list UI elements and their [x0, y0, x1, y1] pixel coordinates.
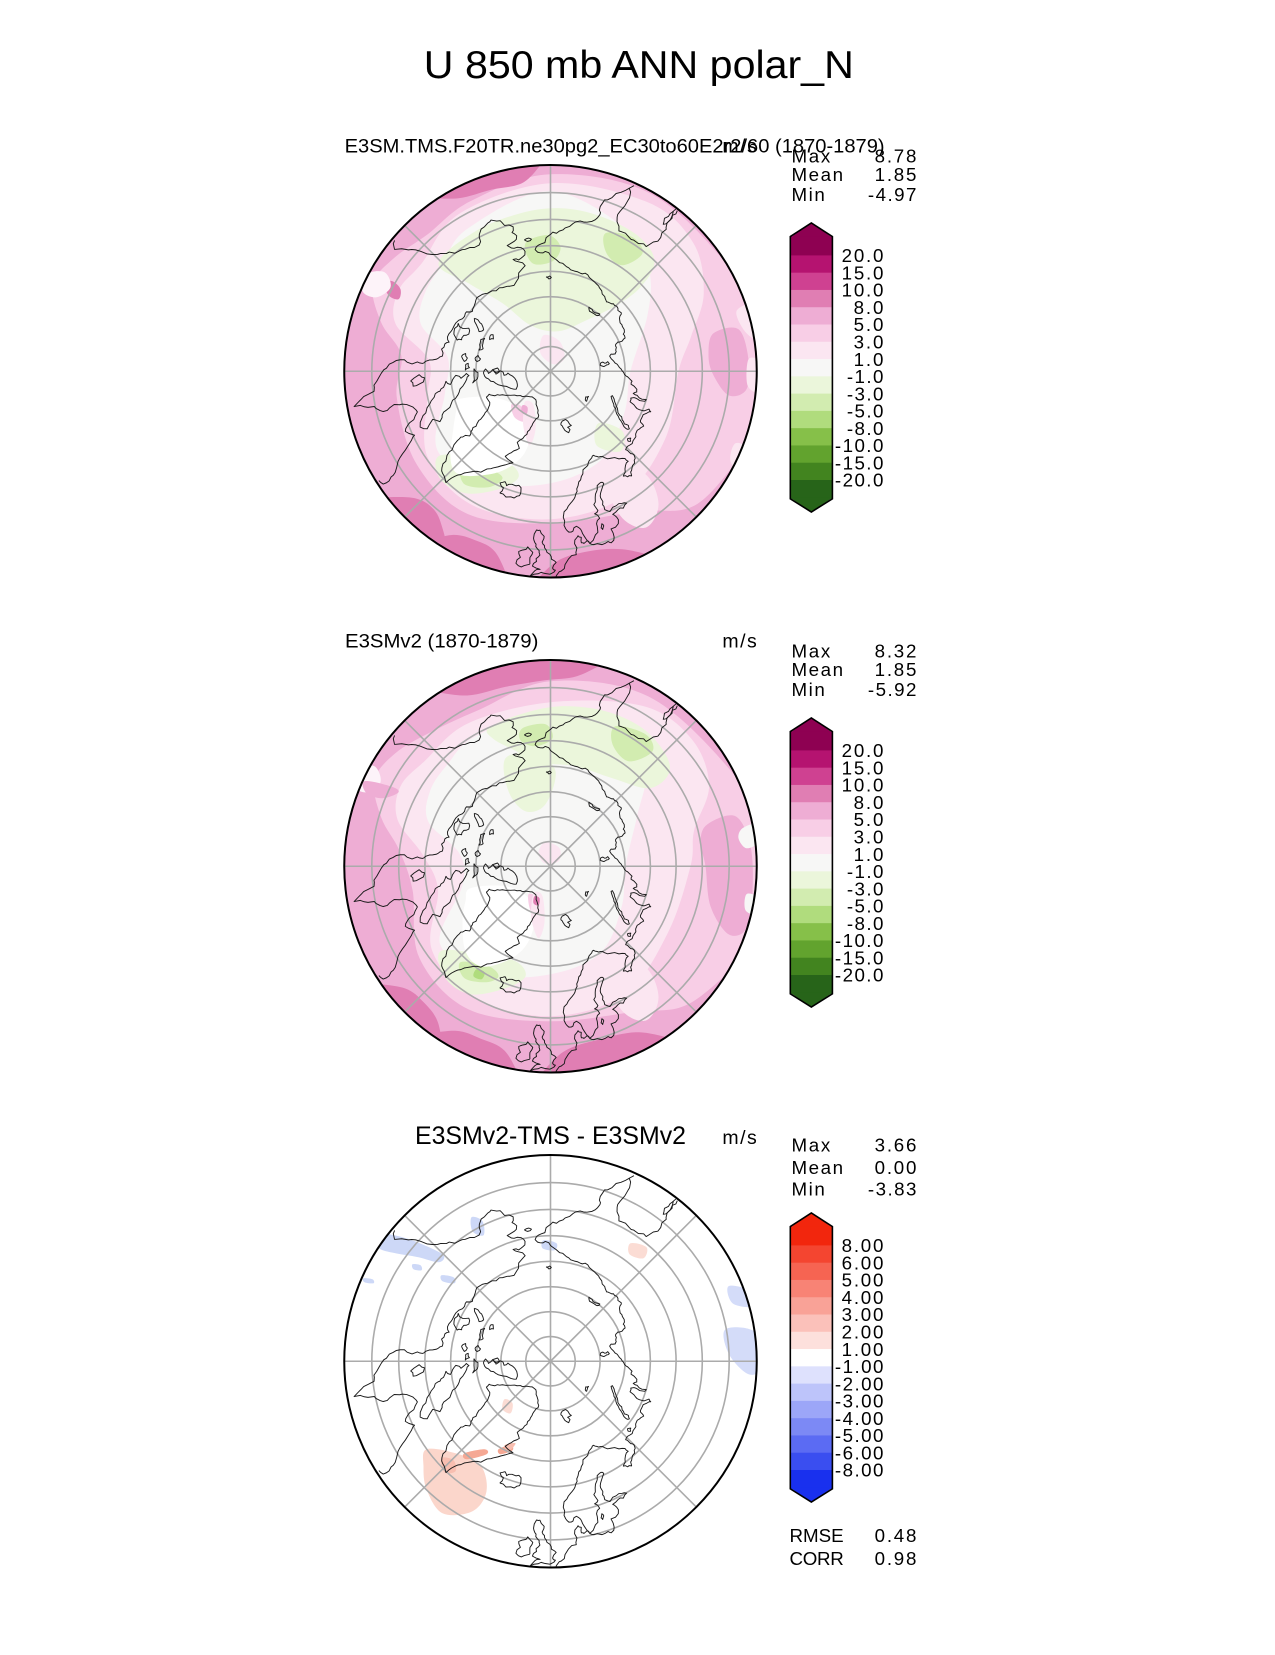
svg-text:2.00: 2.00 [842, 1321, 884, 1342]
svg-text:-20.0: -20.0 [835, 965, 884, 986]
svg-text:10.0: 10.0 [842, 280, 884, 301]
svg-text:-1.00: -1.00 [835, 1356, 884, 1377]
svg-text:20.0: 20.0 [842, 740, 884, 761]
svg-text:-2.00: -2.00 [835, 1373, 884, 1394]
svg-text:1.00: 1.00 [842, 1339, 884, 1360]
svg-text:5.00: 5.00 [842, 1270, 884, 1291]
svg-text:Min: Min [792, 679, 825, 700]
svg-text:15.0: 15.0 [842, 262, 884, 283]
svg-text:E3SMv2 (1870-1879): E3SMv2 (1870-1879) [345, 630, 538, 652]
svg-text:Max: Max [792, 1135, 831, 1156]
svg-text:8.32: 8.32 [875, 640, 917, 661]
svg-text:Max: Max [792, 145, 831, 166]
svg-text:Min: Min [792, 184, 825, 205]
svg-text:8.0: 8.0 [854, 792, 884, 813]
svg-text:-10.0: -10.0 [835, 435, 884, 456]
svg-text:Mean: Mean [792, 164, 844, 185]
svg-text:15.0: 15.0 [842, 757, 884, 778]
svg-text:U 850 mb ANN polar_N: U 850 mb ANN polar_N [424, 44, 854, 87]
svg-text:8.78: 8.78 [875, 145, 917, 166]
svg-text:-15.0: -15.0 [835, 452, 884, 473]
svg-text:5.0: 5.0 [854, 809, 884, 830]
svg-text:RMSE: RMSE [790, 1525, 844, 1546]
svg-text:-10.0: -10.0 [835, 930, 884, 951]
svg-text:-5.00: -5.00 [835, 1425, 884, 1446]
svg-text:m/s: m/s [722, 136, 757, 158]
svg-text:1.85: 1.85 [875, 659, 917, 680]
svg-text:1.0: 1.0 [854, 349, 884, 370]
svg-text:E3SM.TMS.F20TR.ne30pg2_EC30to6: E3SM.TMS.F20TR.ne30pg2_EC30to60E2r2/60 (… [345, 136, 885, 158]
svg-text:-8.00: -8.00 [835, 1460, 884, 1481]
svg-text:-15.0: -15.0 [835, 947, 884, 968]
svg-text:E3SMv2-TMS - E3SMv2: E3SMv2-TMS - E3SMv2 [415, 1122, 686, 1150]
svg-text:6.00: 6.00 [842, 1252, 884, 1273]
svg-text:4.00: 4.00 [842, 1287, 884, 1308]
svg-text:3.0: 3.0 [854, 331, 884, 352]
svg-text:3.00: 3.00 [842, 1304, 884, 1325]
svg-text:20.0: 20.0 [842, 245, 884, 266]
svg-text:-5.92: -5.92 [868, 679, 917, 700]
svg-text:-20.0: -20.0 [835, 470, 884, 491]
svg-text:0.98: 0.98 [875, 1548, 917, 1569]
svg-text:-4.00: -4.00 [835, 1408, 884, 1429]
svg-text:8.00: 8.00 [842, 1235, 884, 1256]
svg-text:-3.83: -3.83 [868, 1179, 917, 1200]
svg-text:CORR: CORR [790, 1548, 844, 1569]
svg-text:0.48: 0.48 [875, 1525, 917, 1546]
svg-text:m/s: m/s [722, 1127, 757, 1149]
svg-text:3.0: 3.0 [854, 826, 884, 847]
svg-text:m/s: m/s [722, 630, 757, 652]
svg-text:10.0: 10.0 [842, 775, 884, 796]
svg-text:0.00: 0.00 [875, 1157, 917, 1178]
svg-text:5.0: 5.0 [854, 314, 884, 335]
svg-text:1.0: 1.0 [854, 844, 884, 865]
svg-text:Mean: Mean [792, 659, 844, 680]
svg-text:-6.00: -6.00 [835, 1442, 884, 1463]
svg-text:Mean: Mean [792, 1157, 844, 1178]
svg-text:Min: Min [792, 1179, 825, 1200]
svg-text:-4.97: -4.97 [868, 184, 917, 205]
svg-text:-3.00: -3.00 [835, 1391, 884, 1412]
svg-text:3.66: 3.66 [875, 1135, 917, 1156]
svg-text:8.0: 8.0 [854, 297, 884, 318]
svg-text:1.85: 1.85 [875, 164, 917, 185]
svg-text:Max: Max [792, 640, 831, 661]
